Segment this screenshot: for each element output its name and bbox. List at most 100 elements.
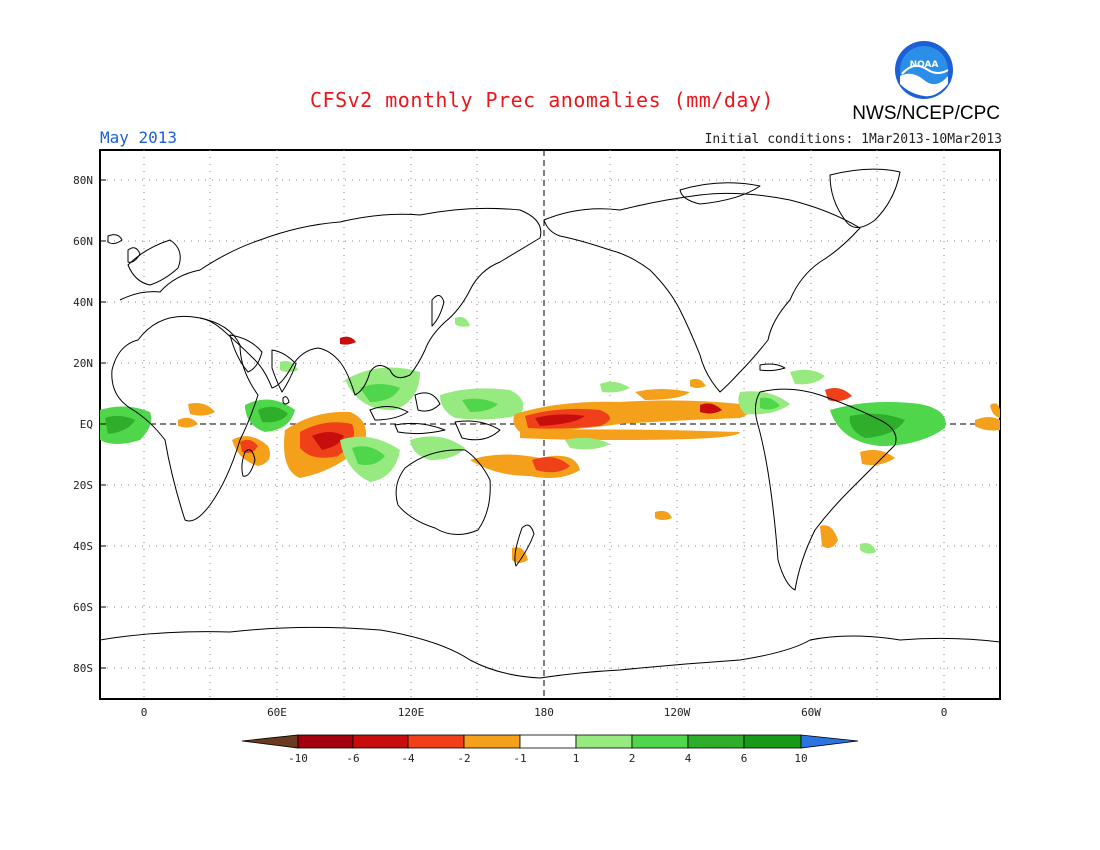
- anomaly-region: [790, 369, 825, 385]
- anomaly-region: [360, 384, 400, 402]
- coast-caribbean: [759, 363, 786, 372]
- colorbar-swatch: [800, 734, 859, 749]
- colorbar-swatch: [352, 734, 409, 749]
- colorbar-label: -6: [346, 752, 359, 765]
- logo-text: NOAA: [910, 60, 939, 70]
- anomaly-region: [825, 388, 852, 402]
- anomaly-region: [990, 403, 1000, 418]
- coast-australia: [395, 449, 491, 535]
- colorbar-label: -10: [288, 752, 308, 765]
- lat-tick: 60S: [73, 601, 93, 614]
- anomaly-region: [860, 543, 876, 554]
- colorbar-label: -2: [457, 752, 470, 765]
- colorbar-swatch: [631, 734, 689, 749]
- coast-europe: [127, 239, 181, 286]
- colorbar-swatch: [297, 734, 354, 749]
- anomaly-region: [820, 525, 838, 548]
- anomaly-region: [258, 406, 288, 423]
- colorbar-swatch: [575, 734, 633, 749]
- lon-tick: 60E: [267, 706, 287, 719]
- chart-title: CFSv2 monthly Prec anomalies (mm/day): [0, 88, 1100, 112]
- coast-india: [271, 349, 297, 393]
- coast-sri-lanka: [282, 396, 290, 405]
- anomaly-region: [700, 403, 722, 414]
- colorbar-label: 6: [741, 752, 748, 765]
- coast-greenland: [829, 168, 901, 228]
- coast-africa: [111, 315, 259, 522]
- colorbar-swatch: [687, 734, 745, 749]
- coast-japan: [431, 295, 445, 327]
- lat-tick: EQ: [80, 418, 93, 431]
- colorbar-label: 4: [685, 752, 692, 765]
- anomaly-region: [655, 510, 672, 520]
- lon-tick: 0: [941, 706, 948, 719]
- coast-antarctica: [99, 626, 1001, 679]
- anomaly-region: [849, 413, 905, 438]
- colorbar: [241, 734, 859, 749]
- valid-month: May 2013: [100, 128, 178, 147]
- coast-borneo: [414, 392, 441, 412]
- lat-axis: 80N 60N 40N 20N EQ 20S 40S 60S 80S: [73, 174, 93, 675]
- lat-tick: 60N: [73, 235, 93, 248]
- anomaly-region: [188, 403, 215, 416]
- anomaly-region: [462, 398, 498, 412]
- lat-tick: 80N: [73, 174, 93, 187]
- lon-tick: 120E: [398, 706, 425, 719]
- anomaly-region: [105, 415, 135, 434]
- anomaly-region: [535, 414, 585, 426]
- anomaly-region: [410, 436, 465, 460]
- colorbar-labels: -10 -6 -4 -2 -1 1 2 4 6 10: [288, 752, 808, 765]
- coast-new-zealand: [514, 524, 535, 567]
- anomaly-region: [340, 336, 356, 345]
- lon-axis: 0 60E 120E 180 120W 60W 0: [141, 706, 948, 719]
- coast-sumatra: [369, 406, 409, 421]
- anomaly-region: [532, 457, 570, 473]
- title-text: CFSv2 monthly Prec anomalies (mm/day): [309, 88, 775, 112]
- coast-madagascar: [241, 449, 256, 477]
- anomaly-region: [975, 417, 1000, 431]
- lon-tick: 180: [534, 706, 554, 719]
- colorbar-label: 1: [573, 752, 580, 765]
- coast-eurasia: [119, 207, 542, 396]
- colorbar-label: -1: [513, 752, 526, 765]
- coastlines: [99, 168, 1001, 679]
- coast-iceland: [107, 234, 123, 245]
- colorbar-swatch: [241, 734, 299, 749]
- colorbar-label: -4: [401, 752, 415, 765]
- anomaly-region: [600, 381, 630, 393]
- anomaly-shading: [100, 317, 1000, 563]
- anomaly-region: [565, 437, 610, 450]
- anomaly-region: [178, 417, 198, 428]
- lon-tick: 120W: [664, 706, 691, 719]
- noaa-logo-icon: NOAA: [895, 41, 953, 99]
- anomaly-region: [760, 397, 780, 410]
- anomaly-region: [690, 378, 706, 388]
- colorbar-label: 10: [794, 752, 807, 765]
- colorbar-swatch: [407, 734, 465, 749]
- anomaly-region: [635, 389, 690, 400]
- coast-arabia: [229, 334, 263, 373]
- lon-tick: 60W: [801, 706, 821, 719]
- colorbar-swatch: [743, 734, 802, 749]
- colorbar-label: 2: [629, 752, 636, 765]
- lat-tick: 40S: [73, 540, 93, 553]
- colorbar-swatch: [463, 734, 521, 749]
- coast-uk: [127, 247, 141, 263]
- coast-arctic-islands: [679, 182, 761, 205]
- anomaly-region: [240, 439, 258, 454]
- lat-tick: 20N: [73, 357, 93, 370]
- anomaly-region: [520, 429, 740, 440]
- initial-conditions: Initial conditions: 1Mar2013-10Mar2013: [704, 132, 1002, 147]
- agency-label: NWS/NCEP/CPC: [852, 103, 1000, 124]
- lat-tick: 40N: [73, 296, 93, 309]
- anomaly-region: [312, 432, 344, 450]
- lat-tick-marks: [100, 179, 106, 669]
- map-gridlines: [100, 150, 1000, 699]
- lat-tick: 20S: [73, 479, 93, 492]
- anomaly-region: [352, 446, 385, 465]
- anomaly-region: [455, 317, 470, 327]
- coast-new-guinea: [454, 420, 501, 441]
- coast-north-america: [543, 192, 861, 393]
- lon-tick: 0: [141, 706, 148, 719]
